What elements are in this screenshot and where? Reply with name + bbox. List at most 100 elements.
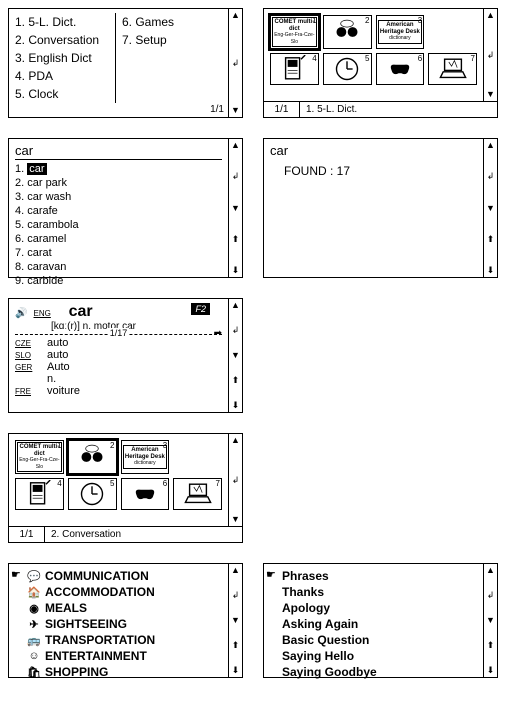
app-icon[interactable]: 6	[376, 53, 425, 85]
category-item[interactable]: ✈SIGHTSEEING	[27, 616, 222, 632]
app-icon[interactable]: 4	[15, 478, 64, 510]
page-down-icon[interactable]: ⬇	[487, 666, 495, 675]
speaker-icon[interactable]: 🔊	[15, 308, 27, 319]
app-icon[interactable]: 1COMET multi-dictEng-Ger-Fra-Cze-Slo	[270, 15, 319, 49]
enter-icon[interactable]: ↲	[487, 51, 495, 60]
category-item[interactable]: ◉MEALS	[27, 600, 222, 616]
category-item[interactable]: 💬COMMUNICATION	[27, 568, 222, 584]
app-icon[interactable]: 1COMET multi-dictEng-Ger-Fra-Cze-Slo	[15, 440, 64, 474]
status-page: 1/1	[264, 102, 300, 117]
menu-item[interactable]: 1. 5-L. Dict.	[15, 13, 115, 31]
enter-icon[interactable]: ↲	[232, 172, 240, 181]
menu-item[interactable]: 5. Clock	[15, 85, 115, 103]
app-icon[interactable]: 4	[270, 53, 319, 85]
menu-item[interactable]: 3. English Dict	[15, 49, 115, 67]
scroll-bar: ▲ ↲ ▼ ⬆ ⬇	[483, 564, 497, 677]
scroll-down-icon[interactable]: ▼	[486, 204, 495, 213]
phrase-item[interactable]: Saying Hello	[282, 648, 477, 664]
category-item[interactable]: 🚌TRANSPORTATION	[27, 632, 222, 648]
page-down-icon[interactable]: ⬇	[232, 401, 240, 410]
app-icon[interactable]: 3American Heritage Deskdictionary	[121, 440, 170, 474]
entry-word: car	[69, 303, 93, 320]
next-arrow-icon[interactable]: ➡	[214, 328, 222, 339]
scroll-down-icon[interactable]: ▼	[486, 616, 495, 625]
status-title: 1. 5-L. Dict.	[300, 102, 363, 117]
scroll-bar: ▲ ↲ ▼	[228, 9, 242, 117]
word-list-item[interactable]: 2. car park	[15, 176, 222, 190]
scroll-up-icon[interactable]: ▲	[231, 141, 240, 150]
page-down-icon[interactable]: ⬇	[487, 266, 495, 275]
word-list-item[interactable]: 1. car	[15, 162, 222, 176]
page-up-icon[interactable]: ⬆	[232, 376, 240, 385]
search-query: car	[15, 143, 222, 160]
app-icon[interactable]: 5	[323, 53, 372, 85]
phrase-item[interactable]: Asking Again	[282, 616, 477, 632]
scroll-bar: ▲ ↲ ▼	[228, 434, 242, 526]
page-up-icon[interactable]: ⬆	[232, 235, 240, 244]
page-up-icon[interactable]: ⬆	[487, 235, 495, 244]
phrase-item[interactable]: Thanks	[282, 584, 477, 600]
enter-icon[interactable]: ↲	[232, 476, 240, 485]
category-item[interactable]: 🛍SHOPPING	[27, 664, 222, 680]
status-title: 2. Conversation	[45, 527, 127, 542]
phrase-item[interactable]: Saying Goodbye	[282, 664, 477, 680]
enter-icon[interactable]: ↲	[232, 59, 240, 68]
scroll-up-icon[interactable]: ▲	[231, 301, 240, 310]
category-item[interactable]: 🏠ACCOMMODATION	[27, 584, 222, 600]
word-list-item[interactable]: 3. car wash	[15, 190, 222, 204]
translation-row: SLOauto	[15, 349, 222, 361]
scroll-bar: ▲ ↲ ▼ ⬆ ⬇	[228, 564, 242, 677]
scroll-down-icon[interactable]: ▼	[231, 616, 240, 625]
enter-icon[interactable]: ↲	[487, 591, 495, 600]
lang-label: ENG	[34, 309, 60, 318]
enter-icon[interactable]: ↲	[232, 326, 240, 335]
page-down-icon[interactable]: ⬇	[232, 266, 240, 275]
word-list-item[interactable]: 9. carbide	[15, 274, 222, 288]
app-icon[interactable]: 5	[68, 478, 117, 510]
scroll-up-icon[interactable]: ▲	[486, 11, 495, 20]
scroll-down-icon[interactable]: ▼	[231, 515, 240, 524]
app-icon[interactable]: 7	[428, 53, 477, 85]
enter-icon[interactable]: ↲	[232, 591, 240, 600]
scroll-up-icon[interactable]: ▲	[486, 566, 495, 575]
scroll-down-icon[interactable]: ▼	[231, 106, 240, 115]
app-icon[interactable]: 6	[121, 478, 170, 510]
enter-icon[interactable]: ↲	[487, 172, 495, 181]
status-bar: 1/1 2. Conversation	[9, 526, 242, 542]
word-list-item[interactable]: 7. carat	[15, 246, 222, 260]
category-icon: ◉	[27, 602, 41, 615]
category-item[interactable]: ☺ENTERTAINMENT	[27, 648, 222, 664]
word-list-item[interactable]: 4. carafe	[15, 204, 222, 218]
page-up-icon[interactable]: ⬆	[232, 641, 240, 650]
translation-row: CZEauto	[15, 337, 222, 349]
status-bar: 1/1 1. 5-L. Dict.	[264, 101, 497, 117]
app-icon[interactable]: 7	[173, 478, 222, 510]
menu-item[interactable]: 2. Conversation	[15, 31, 115, 49]
scroll-up-icon[interactable]: ▲	[231, 436, 240, 445]
scroll-up-icon[interactable]: ▲	[231, 11, 240, 20]
scroll-down-icon[interactable]: ▼	[231, 351, 240, 360]
scroll-up-icon[interactable]: ▲	[486, 141, 495, 150]
f2-badge[interactable]: F2	[191, 303, 210, 315]
word-list-panel: car 1. car2. car park3. car wash4. caraf…	[8, 138, 243, 278]
scroll-bar: ▲ ↲ ▼ ⬆ ⬇	[483, 139, 497, 277]
phrase-item[interactable]: Apology	[282, 600, 477, 616]
menu-item[interactable]: 6. Games	[122, 13, 222, 31]
page-up-icon[interactable]: ⬆	[487, 641, 495, 650]
word-list-item[interactable]: 6. caramel	[15, 232, 222, 246]
phrase-item[interactable]: Basic Question	[282, 632, 477, 648]
phonetics: [kɑː(r)] n. motor car	[51, 321, 222, 332]
app-icon[interactable]: 2	[323, 15, 372, 49]
word-list-item[interactable]: 8. caravan	[15, 260, 222, 274]
scroll-up-icon[interactable]: ▲	[231, 566, 240, 575]
category-icon: ✈	[27, 618, 41, 631]
menu-item[interactable]: 4. PDA	[15, 67, 115, 85]
word-list-item[interactable]: 5. carambola	[15, 218, 222, 232]
page-down-icon[interactable]: ⬇	[232, 666, 240, 675]
scroll-down-icon[interactable]: ▼	[231, 204, 240, 213]
menu-item[interactable]: 7. Setup	[122, 31, 222, 49]
scroll-bar: ▲ ↲ ▼ ⬆ ⬇	[228, 139, 242, 277]
app-icon[interactable]: 2	[68, 440, 117, 474]
scroll-down-icon[interactable]: ▼	[486, 90, 495, 99]
app-icon[interactable]: 3American Heritage Deskdictionary	[376, 15, 425, 49]
